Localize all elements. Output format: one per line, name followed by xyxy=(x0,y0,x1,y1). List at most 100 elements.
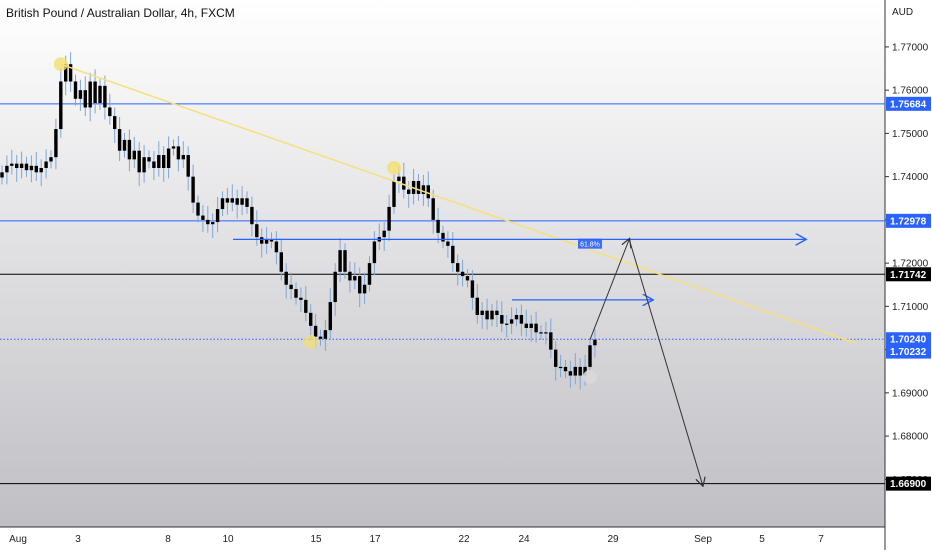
price-tag-label: 1.66900 xyxy=(890,479,927,490)
candle-body xyxy=(191,176,195,203)
candle-body xyxy=(490,310,494,320)
x-tick-label: 10 xyxy=(222,534,234,545)
candle-body xyxy=(456,263,460,272)
candle-body xyxy=(343,250,347,272)
candle-body xyxy=(117,129,122,151)
candle-body xyxy=(245,198,249,207)
candle-body xyxy=(162,155,166,168)
candle-body xyxy=(568,371,573,376)
candle-body xyxy=(240,198,244,205)
candle-body xyxy=(519,315,524,324)
candle-body xyxy=(583,366,587,376)
price-tag-label: 1.71742 xyxy=(890,270,927,281)
price-tag xyxy=(886,332,931,347)
candle-body xyxy=(446,241,450,246)
candle-body xyxy=(15,163,19,168)
x-axis-ticks: Aug 3 8 10 15 17 22 24 29 Sep 5 7 xyxy=(9,534,824,545)
candle-body xyxy=(59,81,63,130)
drawings: 61.8% xyxy=(53,57,857,485)
candle-body xyxy=(147,157,151,162)
plot-background xyxy=(0,0,885,527)
candle-body xyxy=(0,172,4,178)
candle-body xyxy=(49,157,53,162)
candle-body xyxy=(313,325,318,337)
candle-body xyxy=(157,155,161,168)
candle-body xyxy=(451,245,455,264)
candle-body xyxy=(563,366,568,372)
candle-body xyxy=(387,206,391,231)
candle-body xyxy=(362,284,367,294)
time-axis-panel[interactable] xyxy=(0,527,885,550)
candle-body xyxy=(196,202,200,216)
candle-body xyxy=(500,315,504,324)
candle-body xyxy=(299,297,303,300)
x-tick-label: 29 xyxy=(607,534,619,545)
candle-body xyxy=(372,241,377,264)
candle-body xyxy=(284,271,288,285)
candle-body xyxy=(529,323,533,328)
candle-body xyxy=(402,176,406,190)
candle-body xyxy=(29,165,34,171)
candle-body xyxy=(235,198,239,205)
candle-body xyxy=(83,90,87,108)
candle-body xyxy=(304,299,308,313)
candle-body xyxy=(505,323,509,325)
candle-body xyxy=(10,163,14,166)
price-tag xyxy=(886,344,931,359)
price-tag xyxy=(886,96,931,111)
candle-body xyxy=(294,289,298,298)
candle-body xyxy=(250,206,254,225)
projection-leg-down xyxy=(628,239,703,485)
candle-body xyxy=(211,222,215,225)
price-tag-label: 1.72978 xyxy=(890,216,927,227)
candle-body xyxy=(127,139,132,160)
price-tag xyxy=(886,213,931,228)
candle-body xyxy=(289,284,293,290)
x-tick-label: 7 xyxy=(818,534,824,545)
candle-body xyxy=(407,189,411,194)
x-tick-label: 22 xyxy=(458,534,470,545)
candle-body xyxy=(534,323,538,333)
x-tick-label: 3 xyxy=(75,534,81,545)
candle-body xyxy=(166,148,171,168)
candle-body xyxy=(485,310,489,320)
candle-body xyxy=(436,219,440,233)
swing-high-marker xyxy=(53,57,68,72)
candle-body xyxy=(54,129,58,158)
candle-body xyxy=(5,165,9,173)
x-tick-label: Aug xyxy=(9,534,27,545)
candle-body xyxy=(480,310,484,316)
candle-body xyxy=(103,85,107,108)
price-tag-label: 1.70240 xyxy=(890,335,927,346)
candle-body xyxy=(39,167,43,173)
candle-body xyxy=(225,198,230,203)
x-tick-label: 5 xyxy=(759,534,765,545)
y-tick-label: 1.69000 xyxy=(892,388,929,399)
x-tick-label: 8 xyxy=(165,534,171,545)
candle-body xyxy=(593,339,597,346)
x-tick-label: 17 xyxy=(369,534,381,545)
price-tag xyxy=(886,476,931,491)
candle-body xyxy=(367,263,372,285)
candle-body xyxy=(279,252,283,272)
candle-body xyxy=(88,81,92,108)
candle-body xyxy=(416,180,421,194)
candle-body xyxy=(397,176,401,181)
candle-body xyxy=(431,198,435,220)
candle-body xyxy=(323,330,328,339)
x-tick-label: 15 xyxy=(310,534,322,545)
candle-body xyxy=(68,64,73,82)
x-tick-label: 24 xyxy=(518,534,530,545)
candle-body xyxy=(220,198,225,210)
candle-body xyxy=(34,165,38,173)
candle-body xyxy=(206,219,210,225)
candle-body xyxy=(309,312,313,326)
candle-body xyxy=(318,336,323,339)
candle-body xyxy=(358,276,362,294)
price-tag-label: 1.70232 xyxy=(890,347,927,358)
y-tick-label: 1.68000 xyxy=(892,432,929,443)
swing-high-marker xyxy=(387,160,401,175)
candle-body xyxy=(171,146,176,149)
candle-body xyxy=(186,155,190,177)
